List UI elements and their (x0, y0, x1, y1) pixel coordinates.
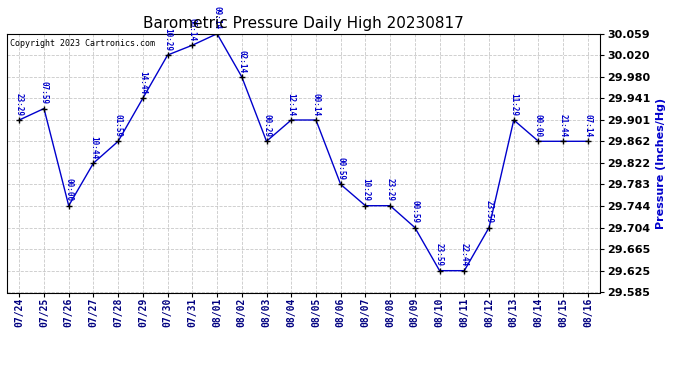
Text: 14:44: 14:44 (139, 71, 148, 94)
Text: 00:59: 00:59 (336, 157, 345, 180)
Text: 21:44: 21:44 (559, 114, 568, 137)
Text: 10:29: 10:29 (163, 28, 172, 51)
Y-axis label: Pressure (Inches/Hg): Pressure (Inches/Hg) (656, 98, 666, 229)
Text: 02:14: 02:14 (237, 50, 246, 73)
Text: 23:59: 23:59 (435, 243, 444, 267)
Text: 23:29: 23:29 (14, 93, 23, 116)
Text: 00:59: 00:59 (411, 200, 420, 223)
Text: 07:59: 07:59 (39, 81, 48, 104)
Text: 06:14: 06:14 (188, 18, 197, 41)
Text: 10:44: 10:44 (89, 136, 98, 159)
Text: 09:14: 09:14 (213, 6, 221, 30)
Text: Copyright 2023 Cartronics.com: Copyright 2023 Cartronics.com (10, 39, 155, 48)
Text: 00:00: 00:00 (534, 114, 543, 137)
Text: 07:14: 07:14 (584, 114, 593, 137)
Text: 23:59: 23:59 (484, 200, 493, 223)
Text: 11:29: 11:29 (509, 93, 518, 116)
Text: 00:14: 00:14 (311, 93, 320, 116)
Text: 01:59: 01:59 (114, 114, 123, 137)
Text: 12:14: 12:14 (287, 93, 296, 116)
Title: Barometric Pressure Daily High 20230817: Barometric Pressure Daily High 20230817 (144, 16, 464, 31)
Text: 23:29: 23:29 (386, 178, 395, 201)
Text: 00:00: 00:00 (64, 178, 73, 201)
Text: 10:29: 10:29 (361, 178, 370, 201)
Text: 22:44: 22:44 (460, 243, 469, 267)
Text: 00:29: 00:29 (262, 114, 271, 137)
